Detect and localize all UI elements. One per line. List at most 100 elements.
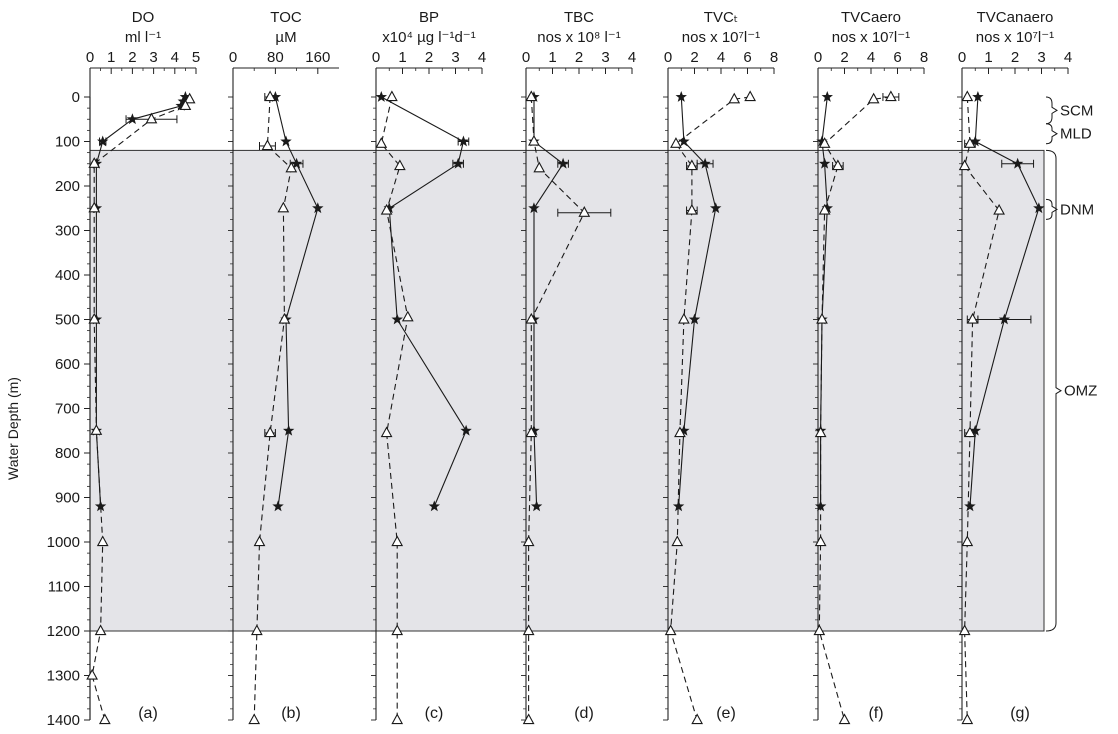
panel-title: TOC [270,9,302,26]
x-tick-label: 2 [1011,49,1019,66]
y-tick-label: 500 [55,312,80,329]
panel-unit: nos x 10⁷l⁻¹ [976,29,1054,46]
zone-brace [1045,123,1058,145]
y-tick-label: 300 [55,223,80,240]
data-point-triangle [964,137,976,148]
zone-label: DNM [1060,201,1094,218]
zone-omz: OMZ [1045,149,1097,632]
data-point-star [530,500,543,512]
data-point-triangle [961,90,974,102]
y-tick-label: 1000 [47,534,80,551]
x-tick-label: 4 [867,49,875,66]
data-point-star [972,91,984,102]
data-point-star [375,91,388,102]
zone-label: SCM [1060,102,1093,119]
panel-letter: (c) [425,705,444,722]
data-point-triangle [94,624,107,636]
data-point-star [177,95,189,107]
data-point-star [678,135,690,147]
x-tick-label: 0 [522,49,530,66]
data-point-star [460,424,472,436]
data-point-star [94,500,107,512]
series-b-2 [248,90,298,725]
data-point-triangle [285,161,298,173]
x-tick-label: 160 [305,49,330,66]
data-point-triangle [958,159,971,171]
zone-label: OMZ [1064,383,1097,400]
zone-label: MLD [1060,126,1092,143]
data-point-star [678,424,690,436]
data-point-triangle [818,137,831,148]
x-tick-label: 2 [128,49,136,66]
data-point-triangle [813,624,826,636]
y-tick-label: 700 [55,401,80,418]
zone-dnm: DNM [1045,198,1094,220]
x-tick-label: 4 [717,49,725,66]
series-g-2 [958,90,1005,725]
zone-brace [1045,198,1058,220]
panel-letter: (f) [868,705,883,722]
series-d-2 [522,90,612,725]
data-point-triangle [90,424,103,435]
data-point-triangle [88,157,101,168]
data-point-triangle [818,203,831,215]
panel-title: DO [132,9,155,26]
panel-unit: nos x 10⁸ l⁻¹ [537,29,620,46]
data-point-triangle [867,92,880,104]
panel-f: 0 2 4 6 8 TVCaero nos x 10⁷l⁻¹ (f) [813,9,928,722]
data-point-star [452,157,464,169]
data-point-triangle [884,90,897,102]
data-point-star [312,202,324,214]
data-point-triangle [375,137,388,148]
data-point-triangle [831,159,844,171]
data-point-star [821,202,833,214]
panel-d: 0 1 2 3 4 TBC nos x 10⁸ l⁻¹ (d) [521,9,636,722]
x-tick-label: 2 [690,49,698,66]
x-tick-label: 1 [107,49,115,66]
data-point-triangle [98,713,111,725]
panel-unit: µM [275,29,296,46]
data-point-star [818,157,831,169]
y-tick-label: 1300 [47,668,80,685]
data-point-triangle [380,426,393,438]
panel-letter: (e) [716,705,736,722]
x-tick-label: 3 [1037,49,1045,66]
y-tick-label: 200 [55,178,80,195]
panel-title: TVCaero [841,9,901,26]
data-point-star [998,313,1011,325]
data-point-star [126,113,139,125]
data-point-star [688,313,701,325]
data-point-star [175,99,187,111]
data-point-triangle [961,713,974,725]
x-tick-label: 1 [398,49,406,66]
data-point-triangle [183,92,196,104]
x-tick-label: 80 [267,49,284,66]
x-tick-label: 4 [171,49,179,66]
data-point-triangle [380,203,393,215]
x-tick-label: 0 [958,49,966,66]
data-point-star [964,500,976,512]
data-point-star [97,135,109,147]
y-tick-label: 900 [55,490,80,507]
data-point-star [282,424,295,436]
data-point-triangle [391,535,404,547]
data-point-star [528,202,540,214]
panel-g: 0 1 2 3 4 TVCanaero nos x 10⁷l⁻¹ (g) [957,9,1072,722]
data-point-star [699,157,711,169]
zone-mld: MLD [1045,123,1092,145]
data-point-triangle [277,201,290,213]
data-point-triangle [814,535,827,547]
data-point-triangle [391,624,404,636]
data-point-triangle [533,161,546,173]
x-tick-label: 6 [743,49,751,66]
series-c-1 [375,91,472,512]
x-tick-label: 0 [86,49,94,66]
x-tick-label: 8 [920,49,928,66]
data-point-star [821,91,833,102]
data-point-triangle [522,713,535,725]
x-tick-label: 0 [229,49,237,66]
y-tick-label: 600 [55,356,80,373]
data-point-triangle [250,624,263,636]
panel-letter: (b) [281,705,301,722]
panel-title: TBC [564,9,594,26]
